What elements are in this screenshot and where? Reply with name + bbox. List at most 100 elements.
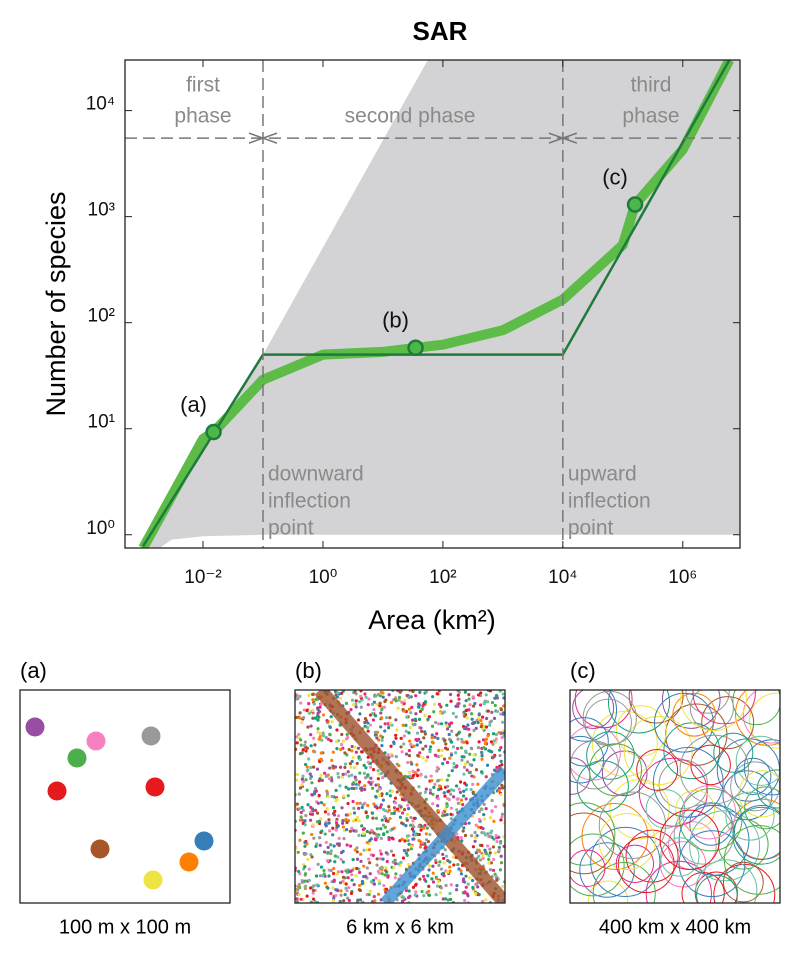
species-dot <box>347 774 351 778</box>
species-dot <box>478 858 482 862</box>
species-dot <box>497 786 502 791</box>
species-dot <box>339 747 343 752</box>
species-dot <box>405 812 409 817</box>
species-dot <box>468 752 472 756</box>
species-dot <box>476 721 480 725</box>
plot-frame <box>124 59 741 549</box>
species-dot <box>351 819 356 823</box>
species-dot <box>428 791 433 795</box>
species-dot <box>479 725 483 729</box>
species-dot <box>405 837 409 841</box>
species-dot <box>402 808 407 812</box>
species-dot <box>379 725 383 729</box>
species-dot <box>467 697 471 701</box>
species-dot <box>443 848 447 852</box>
species-dot <box>328 766 332 770</box>
species-dot <box>380 707 384 712</box>
range-circle <box>589 743 643 797</box>
species-dot <box>493 805 498 809</box>
species-dot <box>311 897 316 901</box>
species-dot <box>468 733 472 737</box>
species-dot <box>484 898 488 902</box>
species-dot <box>437 778 441 783</box>
range-circle <box>598 813 656 871</box>
species-dot <box>346 770 350 774</box>
species-dot <box>324 840 328 845</box>
species-dot <box>385 792 389 796</box>
species-dot <box>402 734 406 738</box>
species-dot <box>379 690 383 694</box>
species-dot <box>499 759 503 763</box>
species-dot <box>470 717 474 721</box>
species-dot <box>443 897 448 901</box>
species-dot <box>367 857 371 861</box>
range-circle <box>722 861 764 903</box>
species-dot <box>471 704 476 708</box>
species-dot <box>340 821 345 825</box>
panel-caption: 6 km x 6 km <box>346 916 454 938</box>
species-dot <box>360 750 364 754</box>
species-dot <box>332 878 336 882</box>
species-dot <box>358 757 362 762</box>
species-dot <box>415 763 419 767</box>
species-dot <box>383 825 387 829</box>
species-dot <box>384 851 388 855</box>
arrow-head <box>260 132 278 144</box>
species-dot <box>440 748 444 753</box>
species-dot <box>354 705 358 709</box>
species-dot <box>441 762 445 766</box>
range-circle <box>678 830 746 898</box>
species-dot <box>329 868 333 873</box>
species-dot <box>359 852 363 856</box>
species-dot <box>295 897 299 901</box>
species-dot <box>303 743 307 748</box>
species-dot <box>341 739 346 743</box>
species-dot <box>341 879 345 883</box>
species-dot <box>416 768 420 772</box>
species-dot <box>351 799 355 804</box>
species-dot <box>351 781 356 785</box>
species-dot <box>439 754 444 758</box>
species-dot <box>344 785 348 789</box>
species-dot <box>500 812 505 816</box>
species-dot <box>352 811 357 815</box>
species-dot <box>360 879 365 884</box>
species-dot <box>471 878 475 883</box>
species-dot <box>398 815 403 819</box>
species-dot <box>480 750 484 754</box>
species-dot <box>374 816 379 820</box>
species-dot <box>303 879 307 883</box>
range-circle <box>598 791 667 860</box>
species-dot <box>407 748 411 753</box>
point-marker <box>626 196 644 213</box>
species-dot <box>490 700 495 705</box>
species-dot <box>329 849 333 853</box>
species-dot <box>384 887 389 891</box>
panel-label: (b) <box>295 658 322 683</box>
species-dot <box>433 782 437 786</box>
species-dot <box>318 731 323 735</box>
species-dot <box>427 884 431 889</box>
species-dot <box>462 772 466 776</box>
species-dot <box>499 854 503 858</box>
range-circle <box>744 786 780 830</box>
species-dot <box>334 893 338 898</box>
species-dot <box>319 801 324 805</box>
species-dot <box>359 859 363 863</box>
species-dot <box>399 736 403 740</box>
species-dot <box>463 890 467 894</box>
species-dot <box>457 690 461 695</box>
species-dot <box>301 715 306 720</box>
species-dot <box>380 872 384 876</box>
species-dot <box>332 813 337 817</box>
species-dot <box>351 857 355 862</box>
species-dot <box>310 807 315 811</box>
range-circle <box>607 690 671 734</box>
range-circle <box>692 690 756 725</box>
species-dot <box>354 786 358 790</box>
species-dot <box>335 823 339 827</box>
species-dot <box>373 730 377 734</box>
phase-label: third <box>631 74 672 97</box>
species-dot <box>404 824 408 828</box>
species-dot <box>477 849 482 853</box>
